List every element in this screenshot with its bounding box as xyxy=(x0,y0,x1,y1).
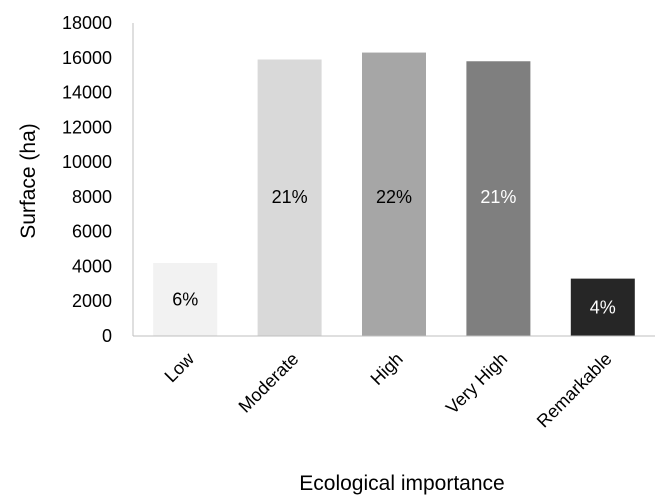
bar xyxy=(570,278,635,336)
y-ticks-layer: 0 2000 4000 6000 8000 10000 12000 14000 16000 180… xyxy=(62,13,112,346)
y-tick-label: 14000 xyxy=(62,83,112,103)
y-tick-label: 8000 xyxy=(72,187,112,207)
y-tick-label: 6000 xyxy=(72,222,112,242)
data-labels-layer: 6% 21% 22% 21% 4% xyxy=(172,187,616,317)
x-category-label: Remarkable xyxy=(533,349,616,432)
y-axis-title: Surface (ha) xyxy=(17,123,40,239)
x-category-label: Moderate xyxy=(235,349,303,417)
y-tick-label: 0 xyxy=(102,326,112,346)
y-tick-label: 4000 xyxy=(72,256,112,276)
y-tick-label: 16000 xyxy=(62,48,112,68)
bar xyxy=(257,59,322,337)
y-tick-label: 12000 xyxy=(62,117,112,137)
x-axis-title: Ecological importance xyxy=(299,472,504,495)
bar-data-label: 21% xyxy=(480,187,516,207)
x-category-label: High xyxy=(367,349,407,389)
x-categories-layer: Low Moderate High Very High Remarkable xyxy=(161,348,616,431)
y-tick-label: 2000 xyxy=(72,291,112,311)
bar-data-label: 21% xyxy=(272,187,308,207)
x-category-label: Low xyxy=(161,348,199,386)
bar xyxy=(362,52,426,337)
bar xyxy=(153,262,218,336)
x-category-label: Very High xyxy=(442,349,511,418)
bar-data-label: 22% xyxy=(376,187,412,207)
y-tick-label: 10000 xyxy=(62,152,112,172)
bar xyxy=(466,61,531,336)
y-tick-label: 18000 xyxy=(62,13,112,33)
bars-layer xyxy=(153,52,635,337)
bar-data-label: 6% xyxy=(172,289,198,309)
bar-data-label: 4% xyxy=(590,297,616,317)
